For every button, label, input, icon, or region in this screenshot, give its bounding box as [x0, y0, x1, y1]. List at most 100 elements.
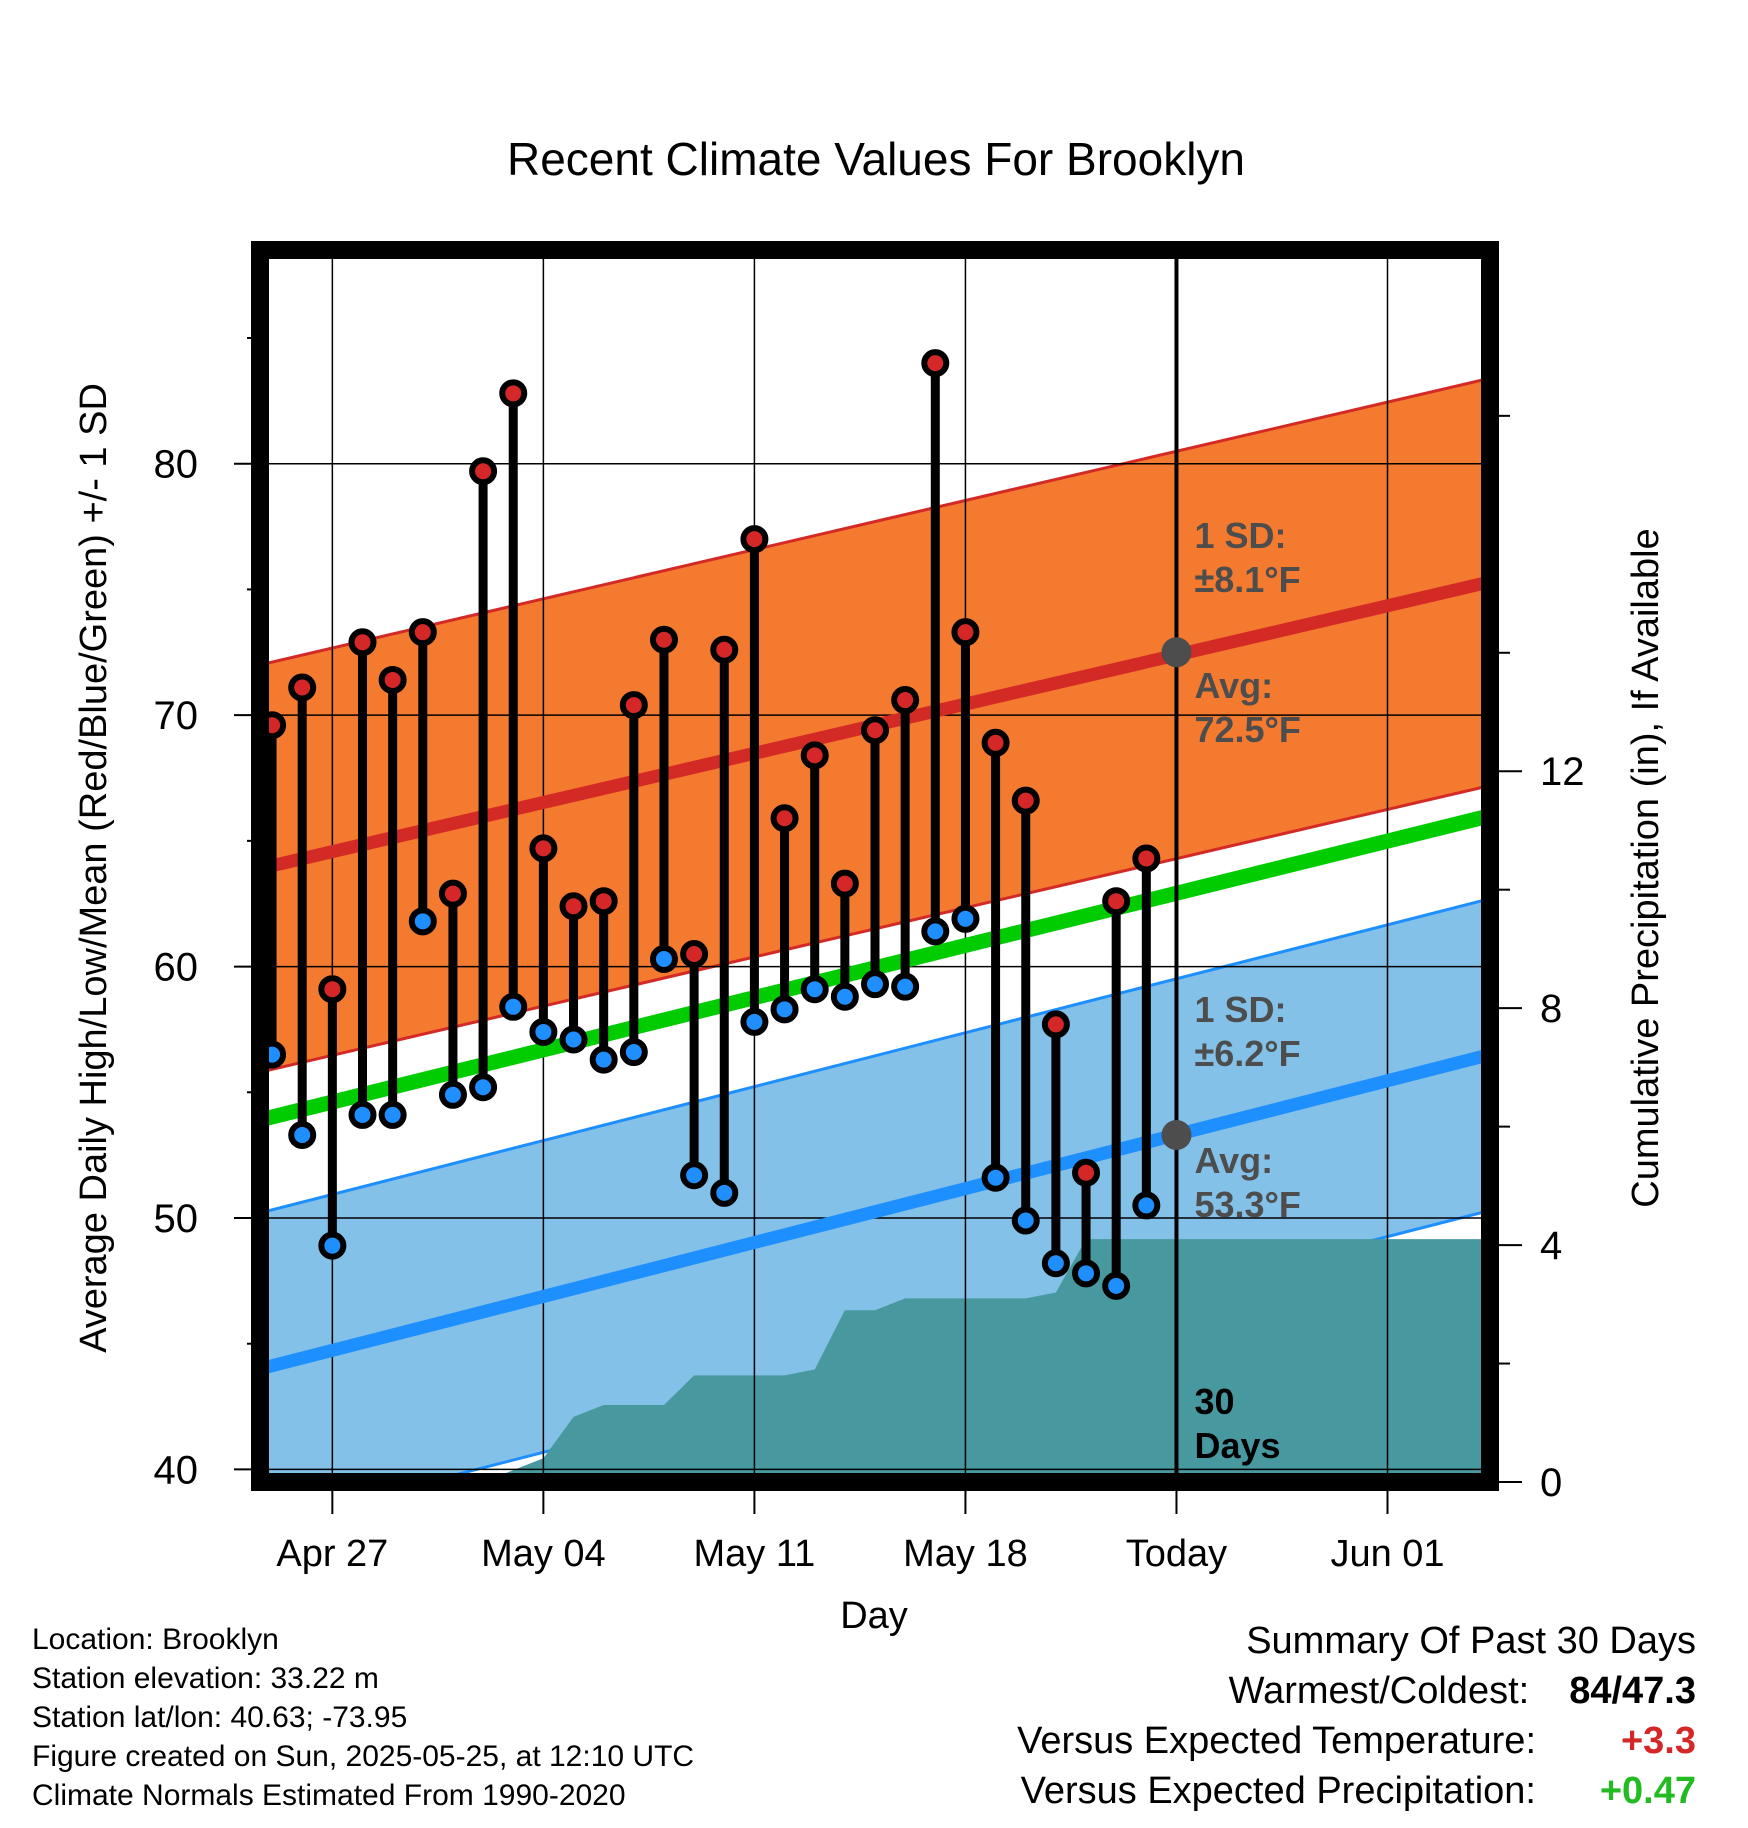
high-avg-label: Avg: [1194, 665, 1273, 706]
daily-high-point [649, 625, 678, 654]
daily-high-point [1011, 786, 1040, 815]
daily-high-point [770, 804, 799, 833]
y2-axis-label: Cumulative Precipitation (in), If Availa… [1625, 528, 1667, 1207]
y2-tick-label: 4 [1540, 1224, 1562, 1268]
daily-low-point [559, 1025, 588, 1054]
daily-high-point [438, 879, 467, 908]
daily-high-point [891, 686, 920, 715]
daily-low-point [1011, 1206, 1040, 1235]
y2-tick-label: 12 [1540, 750, 1585, 794]
daily-high-point [830, 869, 859, 898]
summary-temp-row: Versus Expected Temperature: +3.3 [1017, 1716, 1696, 1766]
daily-high-point [1041, 1010, 1070, 1039]
created-text: Figure created on Sun, 2025-05-25, at 12… [32, 1740, 695, 1773]
y-tick-label: 80 [154, 443, 199, 487]
y-axis-left: 40 50 60 70 80 [154, 337, 252, 1492]
daily-low-point [1041, 1249, 1070, 1278]
daily-low-point [589, 1045, 618, 1074]
x-tick-label: May 04 [481, 1533, 606, 1575]
daily-low-point [1102, 1271, 1131, 1300]
today-high-avg-marker [1161, 637, 1192, 668]
summary-panel: Summary Of Past 30 Days Warmest/Coldest:… [1017, 1616, 1696, 1816]
temp-value: +3.3 [1620, 1720, 1696, 1762]
low-sd-label: 1 SD: [1194, 989, 1286, 1030]
daily-high-point [680, 940, 709, 968]
daily-high-point [951, 618, 980, 647]
x-tick-label: May 18 [903, 1533, 1028, 1575]
daily-high-point [1072, 1158, 1101, 1187]
daily-high-point [1102, 887, 1131, 916]
daily-high-point [710, 635, 739, 664]
daily-low-point [408, 907, 437, 936]
daily-low-point [348, 1100, 377, 1129]
daily-high-point [981, 728, 1010, 757]
daily-high-point [1132, 844, 1161, 873]
high-sd-band-upper [260, 376, 1490, 667]
high-sd-value: ±8.1°F [1194, 559, 1300, 600]
summary-precip-row: Versus Expected Precipitation: +0.47 [1017, 1766, 1696, 1816]
y-axis-right: 0 4 8 12 [1498, 414, 1585, 1505]
daily-low-point [951, 904, 980, 933]
days-count-label: 30 [1194, 1381, 1234, 1422]
daily-low-point [861, 970, 889, 999]
daily-low-point [1072, 1259, 1101, 1288]
daily-high-point [800, 741, 829, 770]
daily-low-point [680, 1161, 709, 1190]
temp-label: Versus Expected Temperature: [1017, 1720, 1536, 1762]
plot-frame [251, 241, 1499, 1491]
daily-high-point [408, 618, 437, 647]
low-avg-value: 53.3°F [1194, 1184, 1300, 1225]
y-tick-label: 40 [154, 1448, 199, 1492]
daily-high-point [619, 691, 648, 720]
daily-low-point [438, 1080, 467, 1109]
y-tick-label: 60 [154, 946, 199, 990]
high-sd-label: 1 SD: [1194, 515, 1286, 556]
daily-low-point [981, 1163, 1010, 1192]
daily-low-point [891, 972, 920, 1001]
daily-low-point [499, 992, 528, 1021]
low-sd-value: ±6.2°F [1194, 1033, 1300, 1074]
daily-low-point [529, 1017, 558, 1046]
y-axis-label: Average Daily High/Low/Mean (Red/Blue/Gr… [73, 383, 115, 1353]
x-tick-label: May 11 [694, 1533, 816, 1575]
low-sd-band-upper [260, 897, 1490, 1215]
warmest-value: 84/47.3 [1569, 1670, 1696, 1712]
daily-low-point [710, 1178, 739, 1207]
precip-label: Versus Expected Precipitation: [1020, 1770, 1536, 1812]
daily-low-point [1132, 1191, 1161, 1220]
days-word-label: Days [1194, 1425, 1280, 1466]
today-low-avg-marker [1161, 1120, 1192, 1151]
x-tick-label: Apr 27 [276, 1533, 388, 1575]
temperature-series [260, 250, 1490, 1482]
daily-low-point [740, 1007, 769, 1036]
x-tick-label: Jun 01 [1330, 1533, 1444, 1575]
daily-high-point [499, 379, 528, 408]
normals-text: Climate Normals Estimated From 1990-2020 [32, 1779, 626, 1812]
warmest-label: Warmest/Coldest: [1228, 1670, 1530, 1712]
precip-area [260, 1239, 1490, 1482]
daily-low-point [619, 1038, 648, 1067]
x-tick-label: Today [1126, 1533, 1227, 1575]
daily-high-point [740, 525, 769, 554]
daily-low-point [800, 975, 829, 1004]
daily-low-point [378, 1100, 407, 1129]
daily-low-point [469, 1073, 498, 1102]
daily-high-point [921, 349, 950, 378]
y2-tick-label: 0 [1540, 1461, 1562, 1505]
daily-high-point [589, 887, 618, 916]
daily-high-point [288, 673, 317, 702]
y-tick-label: 70 [154, 694, 199, 738]
x-axis-label: Day [840, 1595, 908, 1637]
high-avg-value: 72.5°F [1194, 709, 1300, 750]
daily-low-point [770, 995, 799, 1024]
daily-high-point [318, 975, 347, 1004]
location-text: Location: Brooklyn [32, 1623, 279, 1656]
daily-low-point [921, 917, 950, 946]
elevation-text: Station elevation: 33.22 m [32, 1662, 379, 1695]
daily-high-point [348, 628, 377, 657]
daily-low-point [649, 945, 678, 974]
y-tick-label: 50 [154, 1197, 199, 1241]
low-avg-label: Avg: [1194, 1140, 1273, 1181]
chart-title: Recent Climate Values For Brooklyn [507, 133, 1245, 185]
